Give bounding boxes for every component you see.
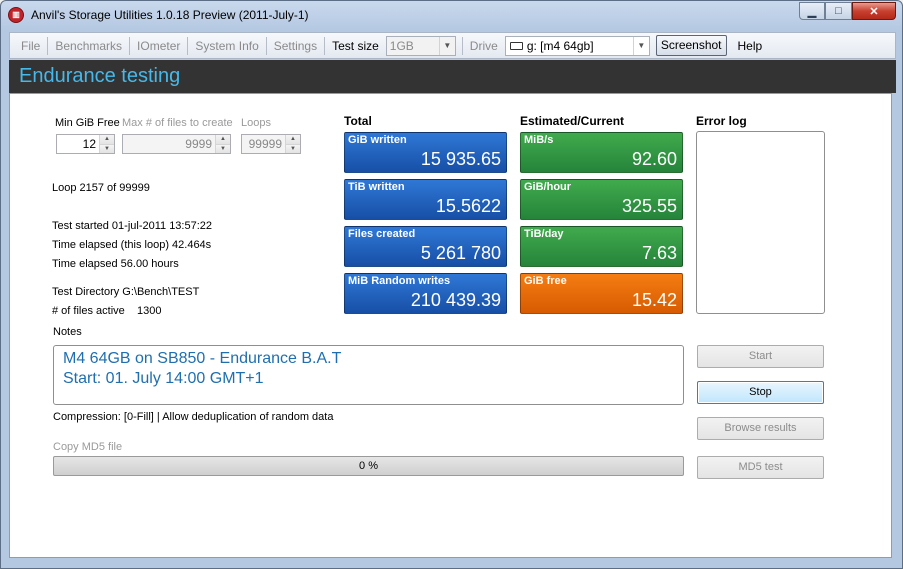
notes-label: Notes [53,326,82,338]
page-title: Endurance testing [19,65,181,87]
tile-label: TiB written [348,181,405,193]
gib-per-hour-tile: GiB/hour 325.55 [520,179,683,220]
compression-info: Compression: [0-Fill] | Allow deduplicat… [53,411,334,423]
min-free-value: 12 [82,137,96,151]
error-log-box[interactable] [696,131,825,314]
md5-progress-bar: 0 % [53,456,684,476]
tile-value: 325.55 [621,196,677,216]
tile-value: 15.5622 [435,196,501,216]
tile-label: GiB/hour [524,181,572,193]
tile-value: 15.42 [631,290,677,310]
time-elapsed-loop: Time elapsed (this loop) 42.464s [52,239,212,251]
tib-per-day-tile: TiB/day 7.63 [520,226,683,267]
mib-per-sec-tile: MiB/s 92.60 [520,132,683,173]
test-size-value: 1GB [389,38,414,53]
app-icon: ▥ [8,7,24,23]
gib-free-tile: GiB free 15.42 [520,273,683,314]
notes-line: M4 64GB on SB850 - Endurance B.A.T [63,350,342,367]
menu-file[interactable]: File [21,38,41,53]
drive-icon [509,41,523,50]
menu-system-info[interactable]: System Info [195,38,259,53]
maximize-button[interactable]: □ [825,2,852,20]
tib-written-tile: TiB written 15.5622 [344,179,507,220]
max-files-value: 9999 [185,137,212,151]
spin-down-icon[interactable]: ▼ [100,144,114,153]
browse-results-button[interactable]: Browse results [697,417,824,440]
totals-heading: Total [344,114,372,128]
files-created-tile: Files created 5 261 780 [344,226,507,267]
test-size-label: Test size [332,38,379,53]
tile-label: MiB/s [524,134,554,146]
menu-separator [265,36,267,55]
tile-value: 92.60 [631,149,677,169]
caption-buttons: ▁ □ ✕ [799,2,896,20]
minimize-button[interactable]: ▁ [799,2,825,20]
md5-test-button[interactable]: MD5 test [697,456,824,479]
tile-label: TiB/day [524,228,564,240]
test-size-select[interactable]: 1GB ▼ [385,35,456,56]
menu-separator [47,36,49,55]
stop-button[interactable]: Stop [697,381,824,404]
menu-bar: File Benchmarks IOmeter System Info Sett… [9,32,896,59]
menu-separator [187,36,189,55]
copy-md5-label: Copy MD5 file [53,441,123,453]
spin-up-icon[interactable]: ▲ [286,135,300,144]
tile-label: MiB Random writes [348,275,451,287]
screenshot-button[interactable]: Screenshot [655,35,727,56]
loops-stepper[interactable]: 99999 ▲ ▼ [241,134,301,154]
menu-separator [129,36,131,55]
menu-settings[interactable]: Settings [273,38,318,53]
notes-textarea[interactable]: M4 64GB on SB850 - Endurance B.A.T Start… [53,345,684,405]
main-panel: Min GiB Free Max # of files to create Lo… [9,93,892,558]
random-writes-tile: MiB Random writes 210 439.39 [344,273,507,314]
test-directory: Test Directory G:\Bench\TEST [52,286,200,298]
header-band: Endurance testing [9,60,896,93]
stepper-buttons: ▲ ▼ [285,135,300,153]
drive-value: g: [m4 64gb] [526,38,594,53]
current-heading: Estimated/Current [520,114,625,128]
progress-text: 0 % [359,460,378,472]
menu-help[interactable]: Help [737,38,763,53]
window-title: Anvil's Storage Utilities 1.0.18 Preview… [31,8,309,22]
menu-separator [461,36,463,55]
start-button[interactable]: Start [697,345,824,368]
tile-label: GiB free [524,275,567,287]
spin-up-icon[interactable]: ▲ [216,135,230,144]
max-files-label: Max # of files to create [122,117,233,129]
drive-select[interactable]: g: [m4 64gb] ▼ [504,35,650,56]
title-bar: ▥ Anvil's Storage Utilities 1.0.18 Previ… [1,1,902,31]
stepper-buttons: ▲ ▼ [99,135,114,153]
chevron-down-icon: ▼ [632,36,649,55]
drive-label: Drive [469,38,498,53]
menu-iometer[interactable]: IOmeter [137,38,181,53]
files-active-value: 1300 [137,305,162,317]
max-files-stepper[interactable]: 9999 ▲ ▼ [122,134,231,154]
tile-value: 7.63 [641,243,677,263]
loop-status: Loop 2157 of 99999 [52,182,150,194]
loops-value: 99999 [248,137,282,151]
tile-label: GiB written [348,134,407,146]
menu-benchmarks[interactable]: Benchmarks [55,38,123,53]
tile-value: 210 439.39 [410,290,501,310]
close-button[interactable]: ✕ [852,2,896,20]
tile-label: Files created [348,228,416,240]
chevron-down-icon: ▼ [438,36,455,55]
time-elapsed-total: Time elapsed 56.00 hours [52,258,179,270]
loops-label: Loops [241,117,271,129]
test-started: Test started 01-jul-2011 13:57:22 [52,220,213,232]
spin-down-icon[interactable]: ▼ [286,144,300,153]
spin-down-icon[interactable]: ▼ [216,144,230,153]
tile-value: 15 935.65 [420,149,501,169]
gib-written-tile: GiB written 15 935.65 [344,132,507,173]
notes-line: Start: 01. July 14:00 GMT+1 [63,370,264,387]
tile-value: 5 261 780 [420,243,501,263]
spin-up-icon[interactable]: ▲ [100,135,114,144]
min-free-label: Min GiB Free [55,117,120,129]
menu-separator [324,36,326,55]
files-active-label: # of files active [52,305,125,317]
min-free-stepper[interactable]: 12 ▲ ▼ [56,134,115,154]
stepper-buttons: ▲ ▼ [215,135,230,153]
error-log-heading: Error log [696,114,747,128]
